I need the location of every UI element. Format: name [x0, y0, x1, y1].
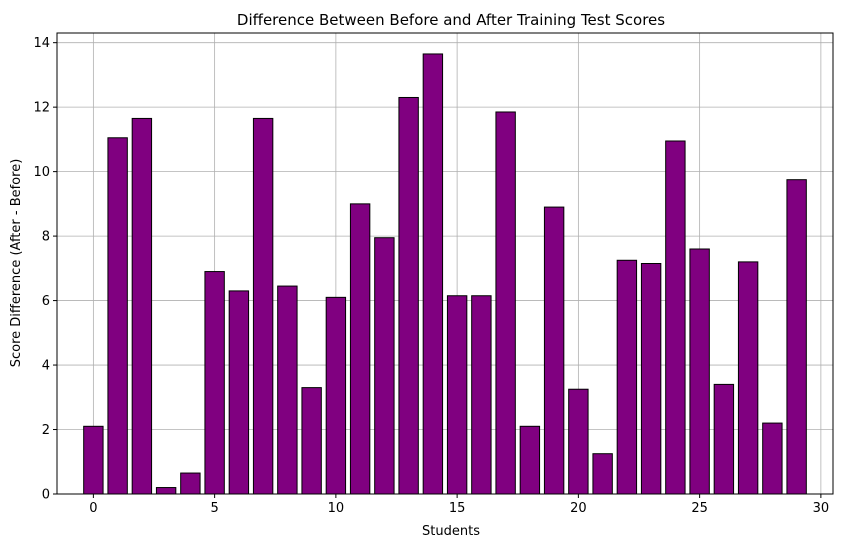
bar-10: [325, 296, 347, 495]
bar-21: [592, 453, 613, 495]
y-axis-ticks: 0 2 4 6 8 10 12 14: [33, 36, 57, 503]
x-axis-label: Students: [422, 524, 480, 539]
x-tick-label-3: 15: [449, 501, 466, 516]
bar-25: [689, 248, 710, 495]
bar-1: [107, 137, 128, 495]
y-tick-label-1: 2: [42, 423, 50, 438]
bars: [83, 53, 807, 495]
bar-22: [616, 259, 638, 495]
y-tick-label-2: 4: [42, 359, 50, 374]
y-tick-label-7: 14: [33, 36, 50, 51]
bar-16: [471, 295, 492, 495]
bar-29: [786, 179, 807, 495]
bar-9: [301, 387, 322, 495]
x-axis-ticks: 0 5 10 15 20 25 30: [89, 494, 829, 516]
bar-23: [640, 263, 662, 495]
bar-5: [204, 271, 225, 495]
bar-14: [422, 53, 444, 495]
bar-17: [495, 111, 516, 495]
bar-27: [737, 261, 759, 495]
x-tick-label-5: 25: [691, 501, 708, 516]
bar-0: [83, 425, 104, 495]
x-tick-label-6: 30: [813, 501, 830, 516]
bar-20: [568, 388, 589, 495]
bar-28: [762, 422, 783, 495]
chart-title: Difference Between Before and After Trai…: [237, 11, 665, 29]
y-tick-label-6: 12: [33, 101, 50, 116]
bar-6: [228, 290, 250, 495]
plot-frame: [56, 32, 834, 495]
y-axis-label: Score Difference (After - Before): [9, 159, 24, 368]
x-tick-label-2: 10: [328, 501, 345, 516]
y-tick-label-4: 8: [42, 230, 50, 245]
y-tick-label-3: 6: [42, 294, 50, 309]
bar-15: [446, 295, 468, 495]
bar-18: [519, 425, 541, 495]
bar-19: [543, 206, 565, 495]
bar-4: [180, 472, 201, 495]
bar-24: [665, 140, 686, 495]
bar-2: [131, 117, 153, 495]
bar-26: [713, 383, 735, 495]
bar-3: [155, 487, 177, 495]
x-tick-label-0: 0: [89, 501, 97, 516]
y-tick-label-5: 10: [33, 165, 50, 180]
bar-13: [398, 96, 419, 495]
x-tick-label-4: 20: [570, 501, 587, 516]
x-tick-label-1: 5: [210, 501, 218, 516]
y-tick-label-0: 0: [42, 488, 50, 503]
bar-7: [252, 117, 274, 495]
bar-8: [277, 285, 298, 495]
bar-12: [374, 237, 395, 495]
bar-11: [349, 203, 371, 495]
